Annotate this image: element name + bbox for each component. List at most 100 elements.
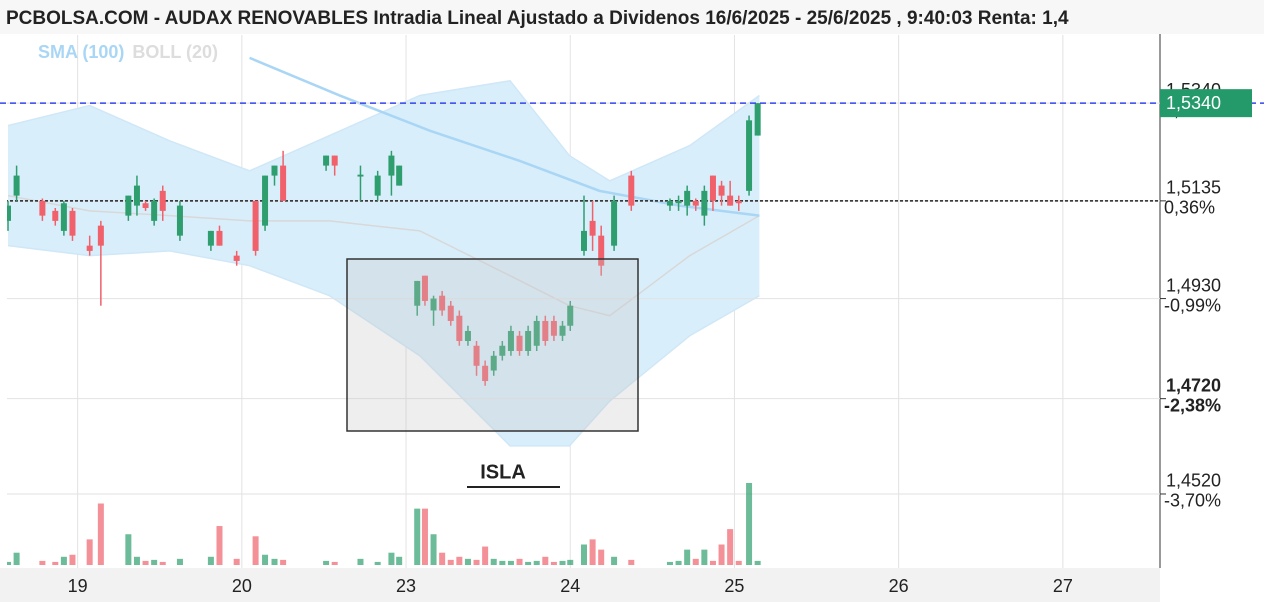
volume-bar xyxy=(709,560,716,565)
volume-bar xyxy=(60,556,67,565)
volume-bar xyxy=(97,503,104,565)
volume-bar xyxy=(159,561,166,565)
x-tick-label: 20 xyxy=(232,576,252,596)
candle-body xyxy=(39,200,46,216)
volume-bar xyxy=(456,556,463,565)
candle-body xyxy=(159,190,166,211)
candle-body xyxy=(7,205,11,221)
y-tick-pct: -0,99% xyxy=(1164,295,1221,315)
x-tick-label: 25 xyxy=(724,576,744,596)
candle-body xyxy=(151,200,158,221)
volume-bar xyxy=(357,558,364,565)
candle-body xyxy=(207,230,214,246)
volume-bar xyxy=(581,544,587,565)
volume-bar xyxy=(567,559,574,565)
volume-bar xyxy=(611,556,618,565)
candle-body xyxy=(499,345,506,356)
candle-body xyxy=(490,355,497,371)
candle-body xyxy=(567,305,574,326)
island-box xyxy=(346,258,639,432)
candle-body xyxy=(735,200,742,204)
candle-body xyxy=(439,295,446,311)
bollinger-lower xyxy=(7,244,760,447)
volume-bar xyxy=(666,561,673,565)
title-bar xyxy=(0,0,1264,34)
candle-body xyxy=(69,210,76,236)
candle-body xyxy=(746,120,753,191)
candle-body xyxy=(125,195,132,216)
candle-body xyxy=(598,235,605,266)
volume-bar xyxy=(598,549,605,565)
candle-body xyxy=(13,175,20,196)
volume-bar xyxy=(374,561,381,565)
last-price-label: 1,5340 xyxy=(1166,93,1221,113)
bollinger-band xyxy=(8,80,760,446)
sma-line xyxy=(249,56,760,217)
volume-bar xyxy=(69,554,76,565)
candle-body xyxy=(430,298,437,311)
volume-bar xyxy=(628,559,635,565)
volume-bar xyxy=(388,552,395,565)
x-tick-label: 24 xyxy=(560,576,580,596)
volume-bar xyxy=(692,558,699,565)
volume-bar xyxy=(430,534,437,565)
volume-bar xyxy=(52,561,59,565)
candle-body xyxy=(447,305,454,321)
volume-bar xyxy=(421,508,428,565)
y-tick-pct: 0,36% xyxy=(1164,198,1215,218)
candle-body xyxy=(666,200,673,206)
candle-body xyxy=(718,185,725,196)
candle-body xyxy=(233,255,240,261)
candle-body xyxy=(709,175,716,201)
volume-bar xyxy=(280,559,287,565)
candle-body xyxy=(559,325,566,336)
candle-body xyxy=(701,190,708,216)
volume-bar xyxy=(125,534,132,565)
candle-body xyxy=(456,315,463,341)
legend-entry: BOLL (20) xyxy=(132,42,218,62)
candle-body xyxy=(388,155,395,176)
volume-bar xyxy=(533,560,540,565)
chart-title: PCBOLSA.COM - AUDAX RENOVABLES Intradia … xyxy=(6,8,1069,29)
volume-bar xyxy=(39,560,46,565)
volume-bar xyxy=(589,539,596,565)
x-tick-label: 19 xyxy=(68,576,88,596)
candle-body xyxy=(374,175,381,196)
volume-bar xyxy=(718,544,725,565)
volume-bar xyxy=(447,559,454,565)
candle-body xyxy=(611,200,618,246)
candle-body xyxy=(421,275,428,301)
candle-body xyxy=(507,330,514,351)
candle-body xyxy=(533,320,540,346)
volume-bar xyxy=(499,560,506,565)
candle-body xyxy=(216,230,223,246)
candle-body xyxy=(97,225,104,246)
volume-bar xyxy=(542,556,549,565)
volume-bar xyxy=(559,560,566,565)
candle-body xyxy=(414,280,421,306)
candle-body xyxy=(589,220,596,236)
volume-bar xyxy=(701,549,708,565)
candle-body xyxy=(542,320,549,341)
volume-bar xyxy=(216,526,223,565)
candle-body xyxy=(525,330,532,351)
volume-bar xyxy=(727,529,734,565)
volume-bar xyxy=(507,560,514,565)
volume-bar xyxy=(414,508,421,565)
y-tick-pct: -2,38% xyxy=(1164,395,1221,415)
volume-bar xyxy=(684,549,691,565)
volume-bar xyxy=(754,560,761,565)
volume-bar xyxy=(151,559,158,565)
legend-entry: SMA (100) xyxy=(38,42,124,62)
candle-body xyxy=(280,165,287,201)
volume-bar xyxy=(7,561,11,565)
candle-body xyxy=(60,203,67,231)
volume-bar xyxy=(207,556,214,565)
volume-bar xyxy=(550,561,557,565)
candle-body xyxy=(357,174,364,177)
last-price-box xyxy=(1160,89,1252,118)
candle-body xyxy=(142,203,149,209)
y-tick-label: 1,5135 xyxy=(1166,178,1221,198)
candle-body xyxy=(692,200,699,206)
candle-body xyxy=(482,365,489,382)
